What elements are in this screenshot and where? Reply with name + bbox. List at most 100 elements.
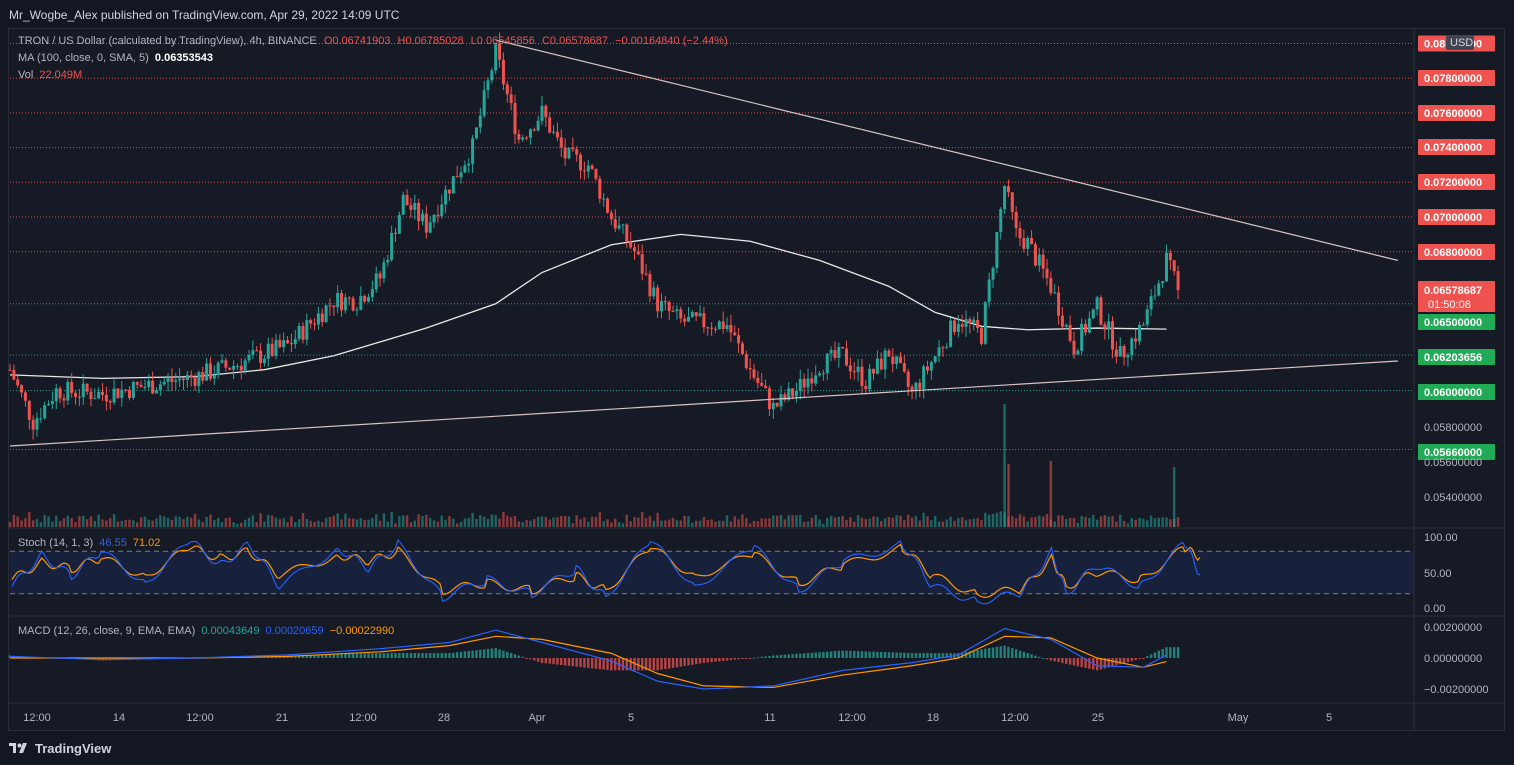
macd-legend[interactable]: MACD (12, 26, close, 9, EMA, EMA) 0.0004…	[18, 625, 394, 637]
candle-body	[752, 369, 756, 378]
candle-body	[1091, 309, 1095, 319]
macd-hist-bar	[1138, 658, 1141, 660]
macd-hist-bar	[1161, 648, 1164, 658]
candle-body	[1134, 338, 1138, 342]
candle-body	[779, 394, 783, 407]
volume-bar	[66, 515, 70, 527]
candle-body	[27, 400, 31, 420]
candle-body	[324, 305, 328, 322]
candle-body	[70, 381, 74, 393]
candle-body	[686, 316, 690, 322]
volume-bar	[31, 520, 35, 527]
candle-body	[270, 343, 274, 356]
volume-bar	[868, 518, 871, 527]
macd-hist-bar	[506, 651, 509, 658]
macd-pane	[8, 627, 1180, 690]
candle-body	[802, 378, 806, 388]
candle-body	[189, 374, 193, 378]
candle-body	[983, 302, 987, 344]
volume-bar	[945, 519, 948, 527]
macd-hist-bar	[371, 653, 374, 658]
volume-bar	[1022, 516, 1026, 527]
candle-body	[494, 42, 498, 71]
candle-body	[1176, 271, 1180, 291]
candle-body	[77, 396, 81, 398]
candle-body	[806, 378, 810, 388]
stoch-legend[interactable]: Stoch (14, 1, 3) 46.55 71.02	[18, 537, 160, 549]
candle-body	[355, 309, 359, 311]
macd-hist-bar	[968, 651, 972, 658]
ma-100-line	[9, 233, 1167, 380]
macd-hist-bar	[479, 649, 482, 658]
volume-bar	[802, 521, 806, 527]
volume-bar	[375, 514, 378, 527]
volume-bar	[132, 520, 135, 527]
candle-body	[644, 273, 648, 275]
volume-bar	[348, 518, 351, 527]
symbol-title[interactable]: TRON / US Dollar (calculated by TradingV…	[18, 35, 317, 47]
candle-body	[220, 360, 224, 363]
macd-hist-bar	[706, 658, 709, 663]
volume-spike	[1003, 404, 1006, 527]
volume-bar	[332, 515, 336, 527]
tradingview-logo-icon	[9, 743, 27, 753]
candle-body	[243, 360, 247, 371]
volume-bar	[926, 516, 929, 527]
volume-bar	[378, 520, 382, 527]
volume-bar	[822, 523, 825, 527]
macd-hist-bar	[463, 651, 467, 658]
volume-bar	[1099, 516, 1103, 527]
ma-label: MA (100, close, 0, SMA, 5)	[18, 52, 149, 64]
axes-layer: 0.080000000.078000000.076000000.07400000…	[9, 29, 1504, 730]
candle-body	[170, 378, 174, 382]
volume-bar	[1146, 520, 1149, 527]
candle-body	[343, 297, 347, 311]
volume-bar	[336, 513, 339, 527]
candle-body	[1080, 323, 1084, 351]
volume-bar	[829, 515, 833, 527]
macd-hist-bar	[795, 653, 798, 658]
macd-hist-bar	[498, 649, 501, 658]
volume-bar	[163, 516, 166, 527]
macd-hist-bar	[494, 648, 497, 658]
candle-body	[23, 392, 27, 401]
volume-bar	[587, 521, 590, 527]
candle-body	[1049, 278, 1053, 293]
candle-body	[478, 115, 482, 128]
macd-hist-bar	[482, 649, 486, 658]
volume-bar	[606, 519, 609, 527]
candle-body	[860, 366, 864, 387]
volume-bar	[1088, 517, 1091, 527]
volume-legend[interactable]: Vol 22.049M	[18, 69, 82, 81]
candle-body	[259, 350, 263, 364]
time-axis-label-2: 12:00	[186, 712, 214, 724]
volume-bar	[294, 522, 297, 527]
ma-value: 0.06353543	[154, 52, 214, 64]
macd-hist-bar	[914, 653, 918, 658]
ma-legend[interactable]: MA (100, close, 0, SMA, 5) 0.06353543	[18, 52, 213, 64]
volume-bar	[964, 520, 968, 527]
candle-body	[347, 297, 351, 299]
macd-hist-bar	[660, 658, 663, 670]
macd-hist-bar	[459, 651, 463, 658]
volume-bar	[960, 517, 964, 527]
volume-bar	[903, 520, 906, 527]
macd-hist-bar	[402, 653, 405, 658]
volume-bar	[236, 523, 239, 527]
candle-body	[174, 380, 178, 382]
candles-layer	[8, 32, 1180, 440]
candle-body	[887, 350, 891, 357]
candle-body	[162, 381, 166, 385]
volume-bar	[459, 521, 463, 527]
candle-body	[748, 367, 752, 370]
volume-bar	[1041, 516, 1045, 527]
candle-body	[401, 194, 405, 215]
macd-hist-bar	[802, 653, 806, 658]
volume-bar	[922, 512, 925, 527]
volume-bar	[617, 522, 621, 527]
candle-body	[875, 358, 879, 374]
ohlc-change: −0.00164840 (−2.44%)	[615, 35, 728, 47]
volume-bar	[58, 520, 62, 527]
macd-hist-bar	[1122, 658, 1126, 664]
